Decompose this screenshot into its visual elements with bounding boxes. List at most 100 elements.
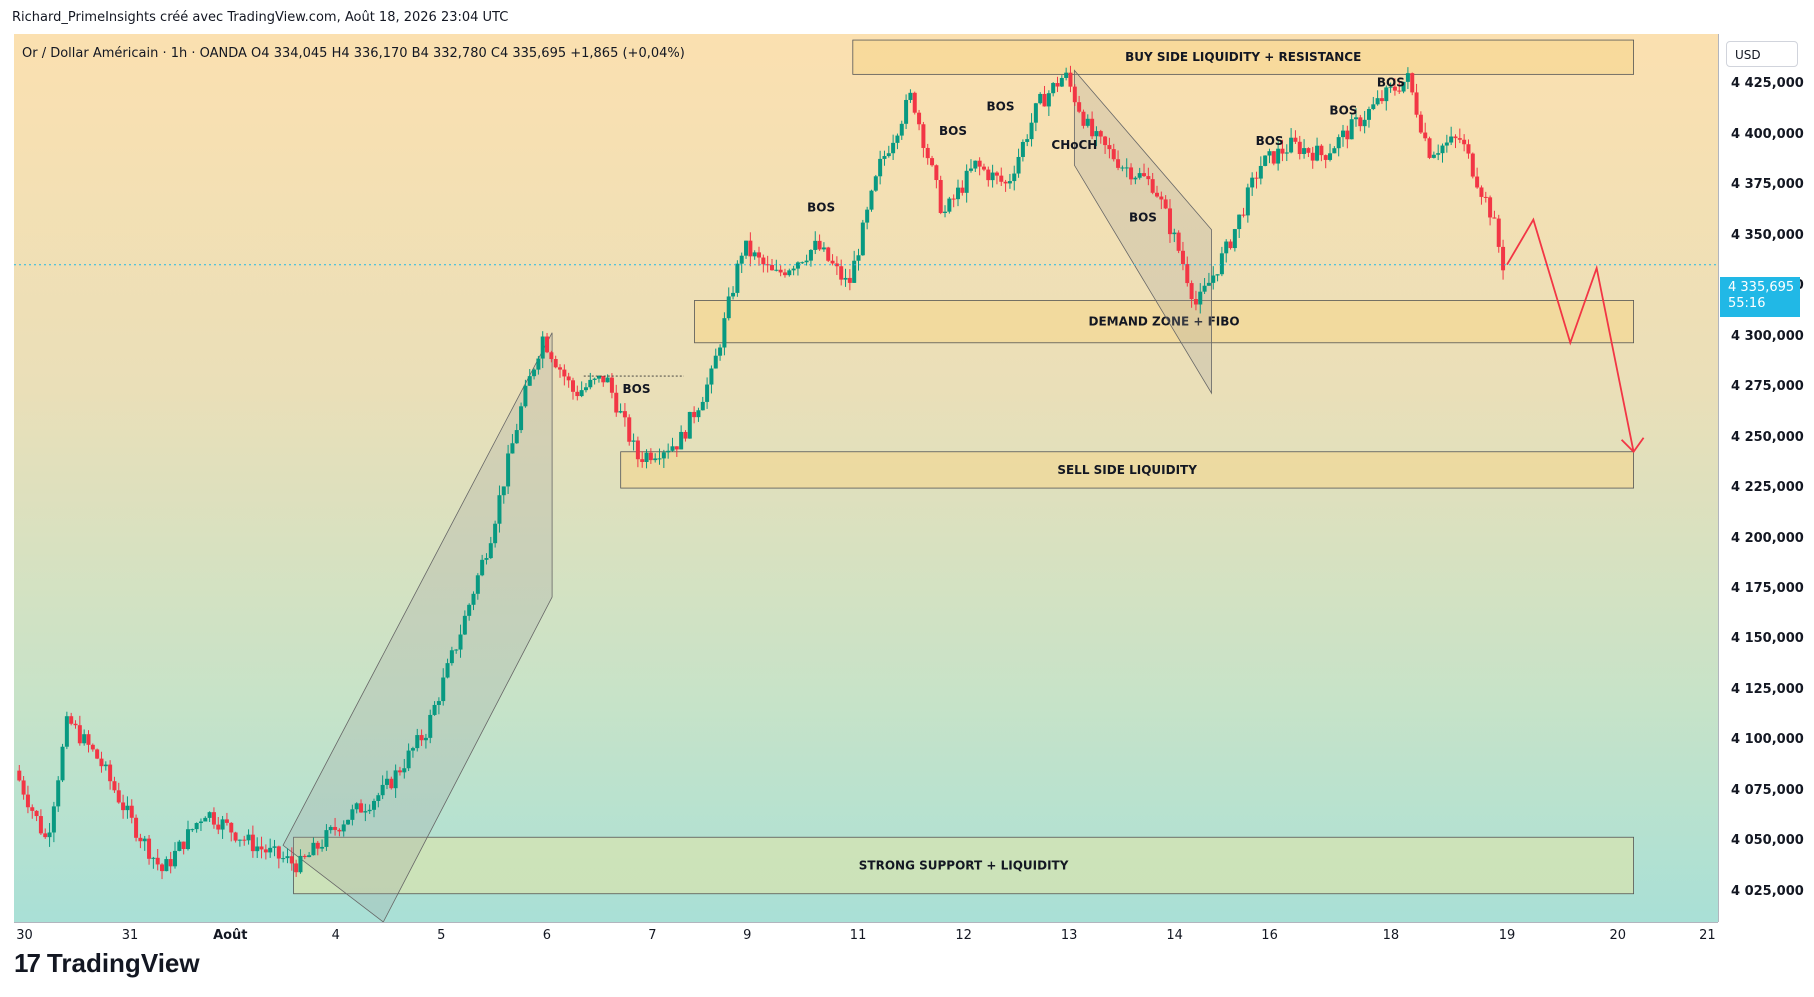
candle-body [1319,145,1324,156]
candle-body [774,269,779,271]
candle-body [1466,144,1471,154]
candle-body [1315,145,1320,161]
candle-body [1440,145,1445,154]
time-axis[interactable] [14,922,1718,953]
price-tick-label: 4 275,000 [1731,379,1804,395]
price-axis[interactable] [1718,34,1805,922]
candle-body [1289,137,1294,153]
time-tick-label: 21 [1699,928,1716,943]
candle-body [263,849,268,853]
candle-body [480,559,485,576]
price-tick-label: 4 225,000 [1731,480,1804,496]
candle-body [129,805,134,818]
candle-body [497,495,502,524]
candle-body [575,391,580,397]
candle-body [1449,136,1454,143]
price-tick-label: 4 175,000 [1731,581,1804,596]
candle-body [294,863,299,873]
candle-body [839,266,844,280]
candle-body [856,255,861,261]
candle-body [1237,214,1242,230]
candle-body [1107,145,1112,150]
candle-body [1228,241,1233,249]
candle-body [925,147,930,159]
candle-body [402,768,407,773]
candle-body [627,417,632,442]
candle-body [1150,179,1155,193]
candle-body [95,749,100,759]
candle-body [1444,142,1449,146]
candle-body [765,264,770,266]
candle-body [1436,153,1441,155]
candle-body [1193,299,1198,305]
candle-body [787,270,792,276]
chart-credit: Richard_PrimeInsights créé avec TradingV… [12,10,509,25]
candle-body [160,864,165,872]
projection-arrowhead [1620,437,1645,454]
candle-body [467,604,472,616]
candle-body [640,459,645,462]
candle-body [1137,173,1142,178]
candle-body [359,803,364,813]
candle-body [731,292,736,297]
candle-body [86,734,91,745]
price-chart[interactable]: BUY SIDE LIQUIDITY + RESISTANCE DEMAND ZO… [14,34,1718,922]
candle-body [449,650,454,664]
candle-body [21,780,26,795]
candle-body [1479,187,1484,197]
candle-body [1046,93,1051,107]
candle-body [813,240,818,250]
candle-body [1250,177,1255,188]
zone-rect [293,836,1634,895]
candle-body [43,833,48,838]
price-tick-label: 4 300,000 [1731,328,1804,344]
candle-body [1310,152,1315,161]
candle-body [216,824,221,830]
candle-body [1263,155,1268,166]
candle-body [514,430,519,444]
candle-body [242,839,247,841]
candle-body [1254,177,1259,179]
candle-body [194,823,199,830]
candle-body [588,379,593,388]
candle-body [1302,148,1307,155]
candle-body [220,819,225,830]
currency-selector[interactable]: USD [1726,41,1798,67]
candle-body [1306,148,1311,153]
candle-body [536,358,541,370]
candle-body [648,452,653,461]
candle-body [1116,159,1121,168]
structure-label: BOS [1129,211,1157,225]
time-tick-label: 9 [743,928,752,943]
candle-body [99,758,104,767]
candle-body [670,446,675,451]
candle-body [1077,102,1082,112]
candle-body [177,841,182,851]
candle-body [908,92,913,100]
candle-body [960,187,965,193]
chart-plot-area[interactable]: BUY SIDE LIQUIDITY + RESISTANCE DEMAND ZO… [14,34,1718,922]
candle-body [977,160,982,167]
candle-body [947,198,952,212]
candle-body [886,153,891,157]
price-tick-label: 4 350,000 [1731,227,1804,243]
time-tick-label: 12 [955,928,972,943]
candle-body [285,856,290,859]
candle-body [1323,155,1328,160]
candle-body [596,375,601,379]
candle-body [601,375,606,383]
candle-body [726,296,731,319]
candle-body [151,857,156,859]
candle-body [1496,218,1501,247]
candle-body [964,170,969,193]
candle-body [930,158,935,166]
candle-body [1215,274,1220,276]
candle-body [1103,136,1108,146]
candle-body [657,458,662,460]
candle-body [1167,208,1172,235]
candle-body [1293,137,1298,142]
candle-body [147,838,152,859]
candle-body [921,124,926,148]
candle-body [337,829,342,832]
candle-body [899,123,904,136]
